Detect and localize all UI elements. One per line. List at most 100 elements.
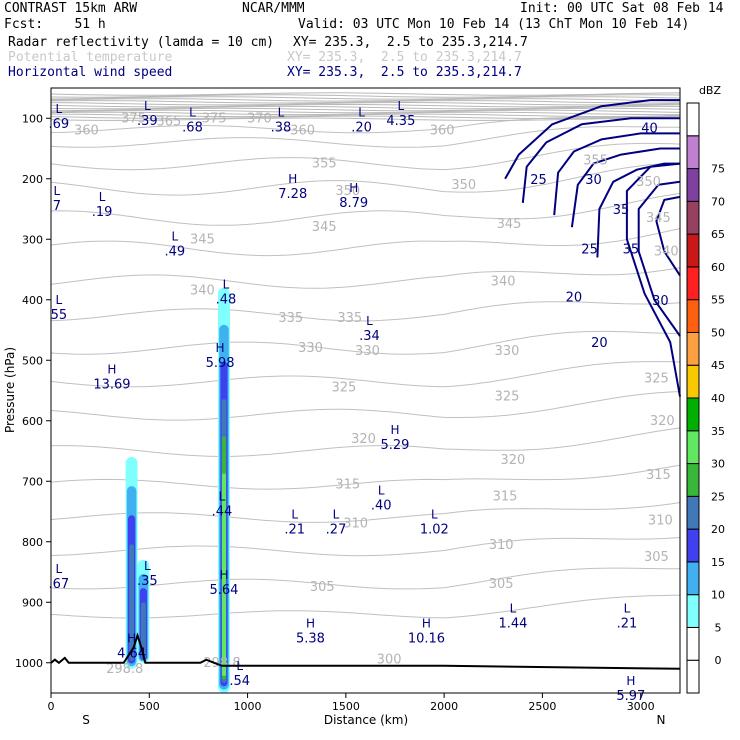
wind-contour: [521, 117, 680, 204]
extremum-kind: L: [398, 99, 405, 113]
reflectivity-cell: [221, 473, 226, 677]
theta-label: 305: [489, 577, 514, 592]
extremum-value: 4.64: [117, 647, 146, 662]
y-tick-label: 1000: [15, 657, 43, 670]
extremum-kind: H: [107, 362, 116, 376]
colorbar-box: [686, 495, 700, 530]
extremum-value: .34: [359, 329, 380, 344]
field-wind-name: Horizontal wind speed: [8, 65, 173, 80]
theta-contour-stratosphere: [50, 117, 680, 121]
extremum-kind: L: [56, 293, 63, 307]
x-axis-right-label: N: [657, 713, 666, 727]
colorbar-label: 50: [711, 326, 725, 339]
extremum-kind: L: [366, 314, 373, 328]
field-reflectivity-xy: XY= 235.3, 2.5 to 235.3,214.7: [293, 35, 528, 50]
extremum-value: 1.44: [498, 616, 527, 631]
theta-contour: [50, 567, 680, 590]
extremum-value: .21: [284, 523, 305, 538]
theta-contour-stratosphere: [50, 109, 681, 114]
theta-contour: [50, 301, 681, 322]
forecast-hour: Fcst: 51 h: [4, 17, 106, 32]
extremum-value: .48: [216, 293, 237, 308]
theta-label: 300: [377, 653, 402, 668]
colorbar-unit: dBZ: [699, 84, 722, 97]
x-axis: 0 500 1000 1500 2000 2500 3000: [48, 693, 655, 713]
extremum-kind: L: [54, 184, 61, 198]
wind-label: 30: [585, 173, 602, 188]
extremum-kind: L: [431, 508, 438, 522]
extremum-kind: H: [422, 616, 431, 630]
theta-label: 340: [190, 284, 215, 299]
extremum-kind: H: [219, 568, 228, 582]
extremum-value: 1.02: [420, 523, 449, 538]
init-time: Init: 00 UTC Sat 08 Feb 14: [520, 1, 724, 16]
theta-contour: [50, 391, 681, 421]
theta-contour-stratosphere: [50, 96, 681, 100]
theta-contour: [50, 502, 681, 523]
theta-label: 375: [202, 111, 227, 126]
theta-label: 330: [355, 344, 380, 359]
extremum-kind: H: [127, 632, 136, 646]
extremum-kind: H: [390, 423, 399, 437]
colorbar-box: [686, 528, 700, 563]
extremum-kind: L: [99, 190, 106, 204]
y-tick-label: 500: [22, 354, 43, 367]
colorbar-label: 55: [711, 294, 725, 307]
theta-contour: [50, 142, 681, 171]
theta-label: 360: [430, 123, 455, 138]
x-tick-label: 0: [48, 700, 55, 713]
theta-label: 370: [247, 111, 272, 126]
extremum-kind: H: [216, 341, 225, 355]
extremum-value: .44: [212, 504, 233, 519]
wind-contour: [625, 162, 681, 397]
y-axis-label: Pressure (hPa): [3, 347, 17, 433]
wind-contour: [570, 147, 680, 228]
terrain-line: [50, 632, 681, 670]
plot-frame: [50, 87, 681, 694]
theta-label: 310: [648, 514, 673, 529]
field-theta-xy: XY= 235.3, 2.5 to 235.3,214.7: [287, 50, 522, 65]
colorbar-box: [686, 102, 700, 137]
model-name: CONTRAST 15km ARW: [4, 1, 138, 16]
colorbar-label: 75: [711, 163, 725, 176]
theta-label: 345: [646, 211, 671, 226]
extremum-value: 5.38: [296, 631, 325, 646]
colorbar-label: 70: [711, 195, 725, 208]
theta-contour-stratosphere: [50, 98, 681, 102]
theta-contour: [50, 162, 681, 196]
theta-label: 315: [646, 468, 671, 483]
extremum-value: .49: [164, 244, 185, 259]
colorbar-label: 25: [711, 490, 725, 503]
x-tick-label: 1000: [234, 700, 262, 713]
extremum-value: .21: [617, 616, 638, 631]
theta-contour: [50, 330, 681, 355]
extremum-value: .69: [49, 117, 70, 132]
theta-label: 355: [583, 154, 608, 169]
extremum-value: 13.69: [93, 377, 130, 392]
colorbar-box: [686, 626, 700, 661]
theta-contour-stratosphere: [50, 104, 681, 108]
theta-label: 298.8: [203, 656, 240, 671]
theta-contour: [50, 267, 681, 289]
colorbar-label: 40: [711, 392, 725, 405]
colorbar-box: [686, 266, 700, 301]
theta-label: 330: [298, 341, 323, 356]
extremum-kind: L: [624, 601, 631, 615]
theta-contour-stratosphere: [50, 107, 681, 112]
y-tick-label: 700: [22, 475, 43, 488]
extremum-value: 4.35: [386, 114, 415, 129]
extremum-kind: L: [144, 99, 151, 113]
colorbar-label: 0: [715, 654, 722, 667]
colorbar-label: 20: [711, 523, 725, 536]
reflectivity-columns: [125, 287, 230, 693]
colorbar-box: [686, 331, 700, 366]
wind-label: 35: [613, 203, 630, 218]
theta-label: 345: [497, 217, 522, 232]
field-theta-name: Potential temperature: [8, 50, 173, 65]
theta-contour-stratosphere: [50, 102, 681, 106]
extremum-value: .20: [351, 120, 372, 135]
colorbar-box: [686, 200, 700, 235]
extremum-kind: L: [333, 508, 340, 522]
